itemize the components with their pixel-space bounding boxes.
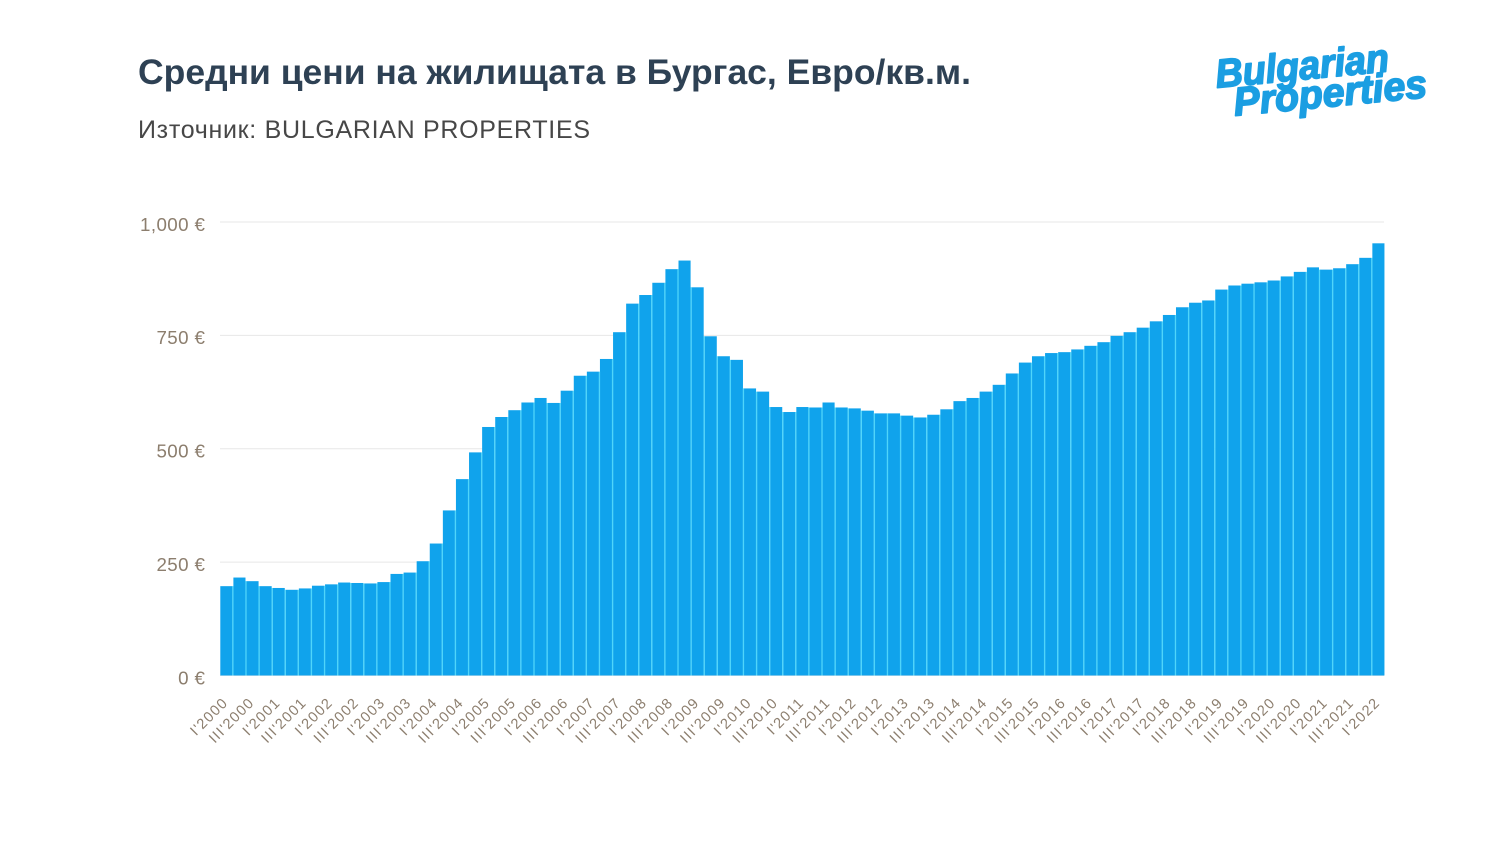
- svg-text:750 €: 750 €: [156, 327, 205, 348]
- svg-text:250 €: 250 €: [156, 554, 205, 575]
- svg-text:500 €: 500 €: [156, 441, 205, 462]
- svg-text:1,000 €: 1,000 €: [140, 214, 206, 235]
- svg-text:0 €: 0 €: [178, 667, 205, 688]
